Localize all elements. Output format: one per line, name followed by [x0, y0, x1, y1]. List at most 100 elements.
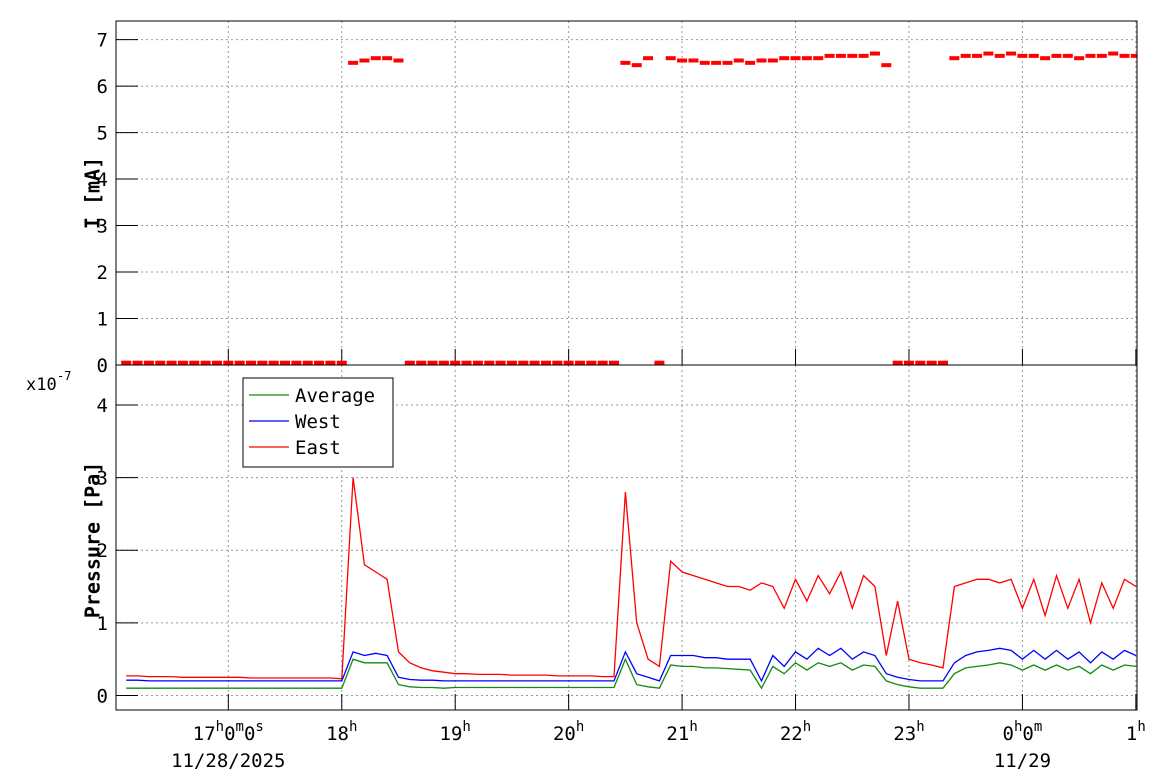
point — [665, 56, 676, 61]
point — [245, 360, 256, 365]
point — [529, 360, 540, 365]
y-tick-label: 1 — [97, 309, 108, 331]
y-tick-label: 4 — [97, 169, 108, 191]
y-tick-label: 4 — [97, 395, 108, 417]
point — [393, 58, 404, 63]
panel: 0 1 2 3 4 5 6 7 — [97, 20, 1138, 377]
point — [699, 60, 710, 65]
point — [416, 360, 427, 365]
point — [211, 360, 222, 365]
y-tick-label: 3 — [97, 468, 108, 490]
point — [631, 63, 642, 68]
point — [722, 60, 733, 65]
point — [280, 360, 291, 365]
point — [892, 360, 903, 365]
frame — [115, 364, 1138, 711]
y-tick-label: 2 — [97, 262, 108, 284]
point — [121, 360, 132, 365]
x-tick-label: 1h — [1126, 719, 1146, 745]
point — [881, 63, 892, 68]
x-tick-label: 17h0m0s — [193, 719, 264, 745]
point — [756, 58, 767, 63]
point — [915, 360, 926, 365]
legend-box — [242, 377, 394, 468]
point — [677, 58, 688, 63]
point — [1017, 53, 1028, 58]
point — [733, 58, 744, 63]
panel: 0 1 2 3 4 17h0m0s 18h 19h 20h 21h 22h 23h 0h0m 1h 11/2… — [97, 364, 1146, 772]
point — [563, 360, 574, 365]
point — [1119, 53, 1130, 58]
point — [926, 360, 937, 365]
point — [847, 53, 858, 58]
point — [745, 60, 756, 65]
plot-area — [126, 477, 1137, 690]
point — [1006, 51, 1017, 56]
point — [858, 53, 869, 58]
point — [189, 360, 200, 365]
point — [801, 56, 812, 61]
y-axis-title: I [mA] — [81, 157, 105, 229]
point — [450, 360, 461, 365]
point — [779, 56, 790, 61]
series-line — [126, 657, 1136, 690]
point — [359, 58, 370, 63]
point — [1130, 53, 1137, 58]
point — [972, 53, 983, 58]
plot-area — [121, 51, 1137, 365]
point — [166, 360, 177, 365]
point — [223, 360, 234, 365]
x-tick-label: 23h — [893, 719, 924, 745]
point — [177, 360, 188, 365]
axis-multiplier: x10 — [26, 375, 57, 395]
point — [506, 360, 517, 365]
point — [1028, 53, 1039, 58]
point — [1074, 56, 1085, 61]
point — [960, 53, 971, 58]
point — [325, 360, 336, 365]
point — [302, 360, 313, 365]
point — [257, 360, 268, 365]
point — [1108, 51, 1119, 56]
legend-label: East — [295, 437, 341, 459]
point — [835, 53, 846, 58]
point — [1051, 53, 1062, 58]
point — [597, 360, 608, 365]
x-tick-label: 20h — [553, 719, 584, 745]
point — [540, 360, 551, 365]
point — [609, 360, 620, 365]
point — [348, 60, 359, 65]
point — [1062, 53, 1073, 58]
y-tick-label: 5 — [97, 123, 108, 145]
point — [336, 360, 347, 365]
y-tick-label: 3 — [97, 216, 108, 238]
point — [813, 56, 824, 61]
y-tick-label: 0 — [97, 685, 108, 707]
point — [234, 360, 245, 365]
x-tick-label: 0h0m — [1003, 719, 1043, 745]
point — [994, 53, 1005, 58]
point — [824, 53, 835, 58]
point — [314, 360, 325, 365]
x-tick-label: 19h — [440, 719, 471, 745]
point — [688, 58, 699, 63]
point — [382, 56, 393, 61]
date-label: 11/29 — [994, 750, 1051, 772]
point — [767, 58, 778, 63]
point — [1040, 56, 1051, 61]
point — [461, 360, 472, 365]
axis-multiplier-exponent: -7 — [57, 369, 71, 383]
point — [427, 360, 438, 365]
y-tick-label: 1 — [97, 613, 108, 635]
date-label: 11/28/2025 — [171, 750, 285, 772]
x-tick-label: 18h — [326, 719, 357, 745]
point — [200, 360, 211, 365]
point — [268, 360, 279, 365]
point — [790, 56, 801, 61]
point — [949, 56, 960, 61]
point — [132, 360, 143, 365]
point — [654, 360, 665, 365]
point — [484, 360, 495, 365]
y-tick-label: 7 — [97, 30, 108, 52]
